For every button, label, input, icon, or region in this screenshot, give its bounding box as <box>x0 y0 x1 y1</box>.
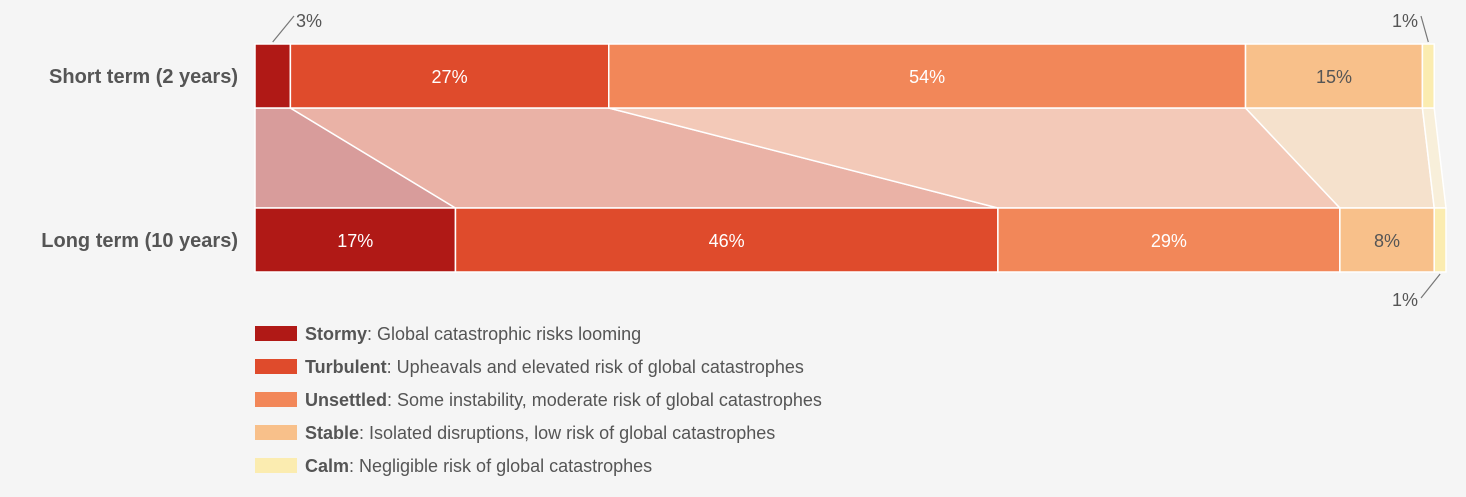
legend-entry-stable: Stable: Isolated disruptions, low risk o… <box>305 423 775 443</box>
category-label-0: Short term (2 years) <box>49 66 238 88</box>
bar-stormy-0 <box>254 43 292 109</box>
legend-description-turbulent: : Upheavals and elevated risk of global … <box>387 357 804 377</box>
data-label-stormy-1: 17% <box>337 231 373 251</box>
legend-swatch-stable <box>255 425 297 440</box>
data-label-turbulent-1: 46% <box>709 231 745 251</box>
data-label-stable-1: 8% <box>1374 231 1400 251</box>
bar-stormy-1 <box>254 207 457 273</box>
legend-entry-stormy: Stormy: Global catastrophic risks loomin… <box>305 324 641 344</box>
legend: Stormy: Global catastrophic risks loomin… <box>255 324 822 476</box>
data-label-unsettled-0: 54% <box>909 67 945 87</box>
bar-calm-1 <box>1433 207 1447 273</box>
data-label-stormy-0: 3% <box>296 11 322 31</box>
bar-turbulent-0 <box>289 43 610 109</box>
data-label-turbulent-0: 27% <box>432 67 468 87</box>
legend-swatch-unsettled <box>255 392 297 407</box>
connector-layer <box>254 107 1447 209</box>
legend-entry-calm: Calm: Negligible risk of global catastro… <box>305 456 652 476</box>
legend-name-unsettled: Unsettled <box>305 390 387 410</box>
legend-swatch-calm <box>255 458 297 473</box>
label-layer: Short term (2 years) Long term (10 years)… <box>41 11 1441 310</box>
data-label-unsettled-1: 29% <box>1151 231 1187 251</box>
bar-stable-1 <box>1339 207 1435 273</box>
bar-turbulent-1 <box>454 207 999 273</box>
legend-description-stormy: : Global catastrophic risks looming <box>367 324 641 344</box>
category-label-1: Long term (10 years) <box>41 230 238 252</box>
legend-description-calm: : Negligible risk of global catastrophes <box>349 456 652 476</box>
data-label-calm-0: 1% <box>1392 11 1418 31</box>
legend-swatch-stormy <box>255 326 297 341</box>
data-label-stable-0: 15% <box>1316 67 1352 87</box>
legend-entry-turbulent: Turbulent: Upheavals and elevated risk o… <box>305 357 804 377</box>
bar-unsettled-0 <box>608 43 1247 109</box>
bar-layer <box>254 43 1447 273</box>
legend-name-stable: Stable <box>305 423 359 443</box>
legend-description-unsettled: : Some instability, moderate risk of glo… <box>387 390 822 410</box>
legend-name-stormy: Stormy <box>305 324 367 344</box>
legend-swatch-turbulent <box>255 359 297 374</box>
legend-name-turbulent: Turbulent <box>305 357 387 377</box>
legend-description-stable: : Isolated disruptions, low risk of glob… <box>359 423 775 443</box>
data-label-calm-1-leader <box>1420 273 1441 299</box>
legend-entry-unsettled: Unsettled: Some instability, moderate ri… <box>305 390 822 410</box>
bar-calm-0 <box>1421 43 1435 109</box>
data-label-stormy-0-leader <box>272 15 295 43</box>
legend-name-calm: Calm <box>305 456 349 476</box>
data-label-calm-1: 1% <box>1392 290 1418 310</box>
data-label-calm-0-leader <box>1420 15 1429 43</box>
